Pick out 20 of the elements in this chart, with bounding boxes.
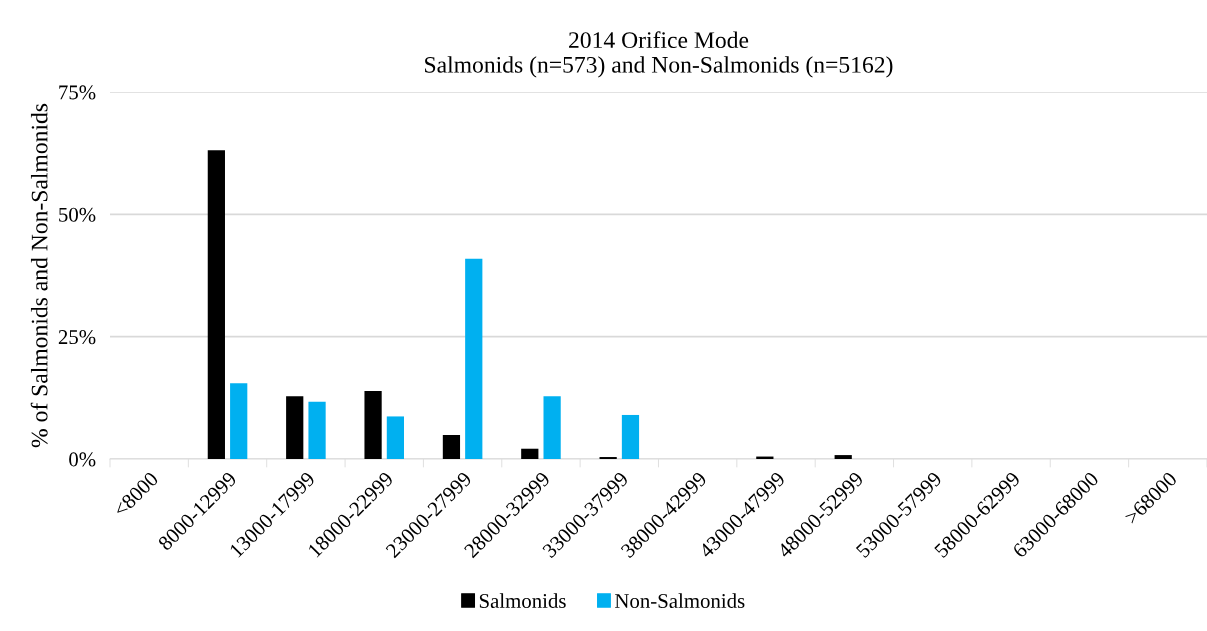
bar [521, 448, 539, 459]
bar [364, 390, 382, 459]
bar [207, 150, 225, 459]
legend-label: Non-Salmonids [614, 593, 745, 609]
bar [621, 414, 640, 459]
bar [308, 401, 326, 459]
bar [286, 396, 304, 459]
bar [386, 416, 405, 459]
y-tick-label: 75% [59, 85, 96, 100]
y-axis-title: % of Salmonids and Non-Salmonids [30, 103, 48, 448]
chart-title: 2014 Orifice Mode Salmonids (n=573) and Non-Salmonids (n=5162) [425, 31, 893, 78]
bar [465, 258, 483, 459]
y-tick-label: 25% [58, 330, 96, 345]
bar [230, 383, 248, 459]
bar [543, 396, 561, 459]
bar [834, 455, 852, 459]
bar [442, 435, 461, 459]
y-tick-label: 0% [69, 452, 96, 467]
y-tick-label: 50% [59, 207, 96, 222]
legend-label: Salmonids [479, 593, 566, 609]
